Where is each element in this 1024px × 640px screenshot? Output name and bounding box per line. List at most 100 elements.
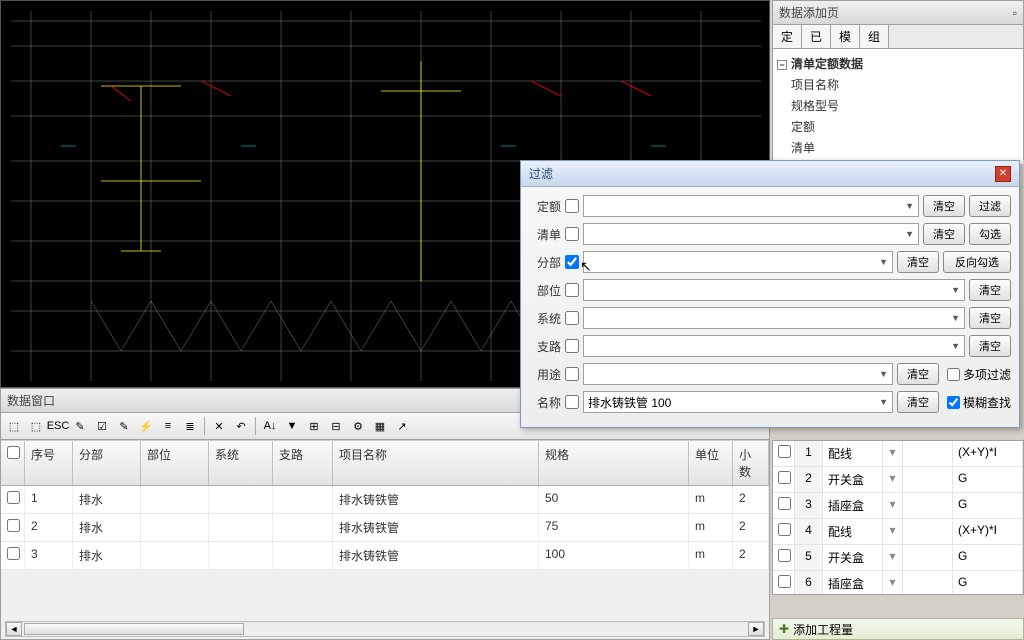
tree-item-3[interactable]: 清单 — [777, 137, 1019, 158]
chevron-down-icon[interactable]: ▼ — [951, 285, 960, 295]
chevron-down-icon[interactable]: ▼ — [905, 201, 914, 211]
filter-action-btn[interactable]: 反向勾选 — [943, 251, 1011, 273]
chevron-down-icon[interactable]: ▾ — [883, 545, 903, 570]
toolbar-btn-11[interactable]: ↶ — [231, 416, 251, 436]
tree-item-1[interactable]: 规格型号 — [777, 95, 1019, 116]
list-item[interactable]: 1 配线 ▾ (X+Y)*I — [773, 441, 1023, 467]
clear-button[interactable]: 清空 — [923, 195, 965, 217]
filter-combo[interactable]: ▼ — [583, 279, 965, 301]
toolbar-btn-4[interactable]: ☑ — [92, 416, 112, 436]
tree-item-0[interactable]: 项目名称 — [777, 74, 1019, 95]
filter-checkbox[interactable] — [565, 199, 579, 213]
clear-button[interactable]: 清空 — [897, 391, 939, 413]
chevron-down-icon[interactable]: ▼ — [879, 257, 888, 267]
toolbar-btn-19[interactable]: ↗ — [392, 416, 412, 436]
chevron-down-icon[interactable]: ▼ — [951, 313, 960, 323]
filter-action-btn[interactable]: 勾选 — [969, 223, 1011, 245]
clear-button[interactable]: 清空 — [969, 335, 1011, 357]
list-item[interactable]: 2 开关盒 ▾ G — [773, 467, 1023, 493]
toolbar-btn-2[interactable]: ESC — [48, 416, 68, 436]
chevron-down-icon[interactable]: ▾ — [883, 441, 903, 466]
col-unit[interactable]: 单位 — [689, 441, 733, 485]
chevron-down-icon[interactable]: ▼ — [951, 341, 960, 351]
filter-combo[interactable]: ▼ — [583, 363, 893, 385]
col-dec[interactable]: 小数 — [733, 441, 769, 485]
chevron-down-icon[interactable]: ▾ — [883, 493, 903, 518]
filter-checkbox[interactable] — [565, 311, 579, 325]
col-zl[interactable]: 支路 — [273, 441, 333, 485]
col-xt[interactable]: 系统 — [209, 441, 273, 485]
chevron-down-icon[interactable]: ▼ — [905, 229, 914, 239]
scroll-left-icon[interactable]: ◄ — [6, 622, 22, 636]
filter-combo[interactable]: ▼ — [583, 223, 919, 245]
toolbar-btn-3[interactable]: ✎ — [70, 416, 90, 436]
filter-checkbox[interactable] — [565, 227, 579, 241]
filter-action-btn[interactable]: 过滤 — [969, 195, 1011, 217]
clear-button[interactable]: 清空 — [969, 307, 1011, 329]
scroll-thumb[interactable] — [24, 623, 244, 635]
filter-checkbox[interactable] — [565, 367, 579, 381]
table-row[interactable]: 3 排水 排水铸铁管 100 m 2 — [1, 542, 769, 570]
col-spec[interactable]: 规格 — [539, 441, 689, 485]
col-fb[interactable]: 分部 — [73, 441, 141, 485]
toolbar-btn-1[interactable]: ⬚ — [26, 416, 46, 436]
toolbar-btn-6[interactable]: ⚡ — [136, 416, 156, 436]
toolbar-btn-18[interactable]: ▦ — [370, 416, 390, 436]
filter-checkbox[interactable] — [565, 339, 579, 353]
tab-3[interactable]: 组 — [860, 25, 889, 48]
tab-0[interactable]: 定 — [773, 25, 802, 48]
filter-combo[interactable]: 排水铸铁管 100▼ — [583, 391, 893, 413]
clear-button[interactable]: 清空 — [897, 251, 939, 273]
extra-check[interactable]: 模糊查找 — [947, 394, 1011, 411]
chevron-down-icon[interactable]: ▼ — [879, 397, 888, 407]
tree-area[interactable]: −清单定额数据 项目名称 规格型号 定额 清单 单位 — [773, 49, 1023, 164]
list-item[interactable]: 3 插座盒 ▾ G — [773, 493, 1023, 519]
tree-item-2[interactable]: 定额 — [777, 116, 1019, 137]
toolbar-btn-10[interactable]: ✕ — [209, 416, 229, 436]
close-icon[interactable]: ✕ — [995, 166, 1011, 182]
toolbar-btn-7[interactable]: ≡ — [158, 416, 178, 436]
toolbar-btn-8[interactable]: ≣ — [180, 416, 200, 436]
chevron-down-icon[interactable]: ▾ — [883, 467, 903, 492]
toolbar-btn-15[interactable]: ⊞ — [304, 416, 324, 436]
table-row[interactable]: 2 排水 排水铸铁管 75 m 2 — [1, 514, 769, 542]
filter-checkbox[interactable] — [565, 255, 579, 269]
toolbar-btn-14[interactable]: ▼ — [282, 416, 302, 436]
toolbar-btn-5[interactable]: ✎ — [114, 416, 134, 436]
tab-2[interactable]: 模 — [831, 25, 860, 48]
panel-pin-icon[interactable]: ▫ — [1013, 6, 1017, 20]
chevron-down-icon[interactable]: ▾ — [883, 571, 903, 595]
toolbar-btn-0[interactable]: ⬚ — [4, 416, 24, 436]
scroll-right-icon[interactable]: ► — [748, 622, 764, 636]
status-bar[interactable]: ✚ 添加工程量 — [772, 618, 1024, 640]
tab-1[interactable]: 已 — [802, 25, 831, 48]
tree-root[interactable]: −清单定额数据 — [777, 53, 1019, 74]
extra-check[interactable]: 多项过滤 — [947, 366, 1011, 383]
list-item[interactable]: 4 配线 ▾ (X+Y)*I — [773, 519, 1023, 545]
toolbar-btn-16[interactable]: ⊟ — [326, 416, 346, 436]
filter-checkbox[interactable] — [565, 283, 579, 297]
toolbar-btn-17[interactable]: ⚙ — [348, 416, 368, 436]
clear-button[interactable]: 清空 — [969, 279, 1011, 301]
col-seq[interactable]: 序号 — [25, 441, 73, 485]
col-bw[interactable]: 部位 — [141, 441, 209, 485]
clear-button[interactable]: 清空 — [923, 223, 965, 245]
toolbar-btn-13[interactable]: A↓ — [260, 416, 280, 436]
col-check[interactable] — [1, 441, 25, 485]
clear-button[interactable]: 清空 — [897, 363, 939, 385]
list-item[interactable]: 5 开关盒 ▾ G — [773, 545, 1023, 571]
tree-toggle-icon[interactable]: − — [777, 60, 787, 70]
filter-checkbox[interactable] — [565, 395, 579, 409]
filter-combo[interactable]: ▼ — [583, 251, 893, 273]
chevron-down-icon[interactable]: ▾ — [883, 519, 903, 544]
right-grid[interactable]: 1 配线 ▾ (X+Y)*I 2 开关盒 ▾ G 3 插座盒 ▾ G 4 配线 … — [772, 440, 1024, 595]
list-item[interactable]: 6 插座盒 ▾ G — [773, 571, 1023, 595]
h-scrollbar[interactable]: ◄ ► — [5, 621, 765, 637]
chevron-down-icon[interactable]: ▼ — [879, 369, 888, 379]
dialog-titlebar[interactable]: 过滤 ✕ — [521, 161, 1019, 187]
filter-combo[interactable]: ▼ — [583, 195, 919, 217]
filter-combo[interactable]: ▼ — [583, 335, 965, 357]
col-name[interactable]: 项目名称 — [333, 441, 539, 485]
table-row[interactable]: 1 排水 排水铸铁管 50 m 2 — [1, 486, 769, 514]
filter-combo[interactable]: ▼ — [583, 307, 965, 329]
